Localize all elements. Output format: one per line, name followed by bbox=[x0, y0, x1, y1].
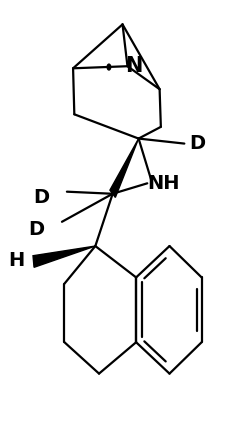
Text: H: H bbox=[8, 251, 25, 270]
Text: D: D bbox=[28, 220, 45, 239]
Text: D: D bbox=[189, 134, 206, 153]
Polygon shape bbox=[33, 246, 95, 267]
Circle shape bbox=[107, 64, 111, 70]
Text: D: D bbox=[34, 189, 50, 208]
Polygon shape bbox=[110, 139, 138, 197]
Text: NH: NH bbox=[147, 174, 180, 193]
Text: N: N bbox=[125, 56, 142, 76]
